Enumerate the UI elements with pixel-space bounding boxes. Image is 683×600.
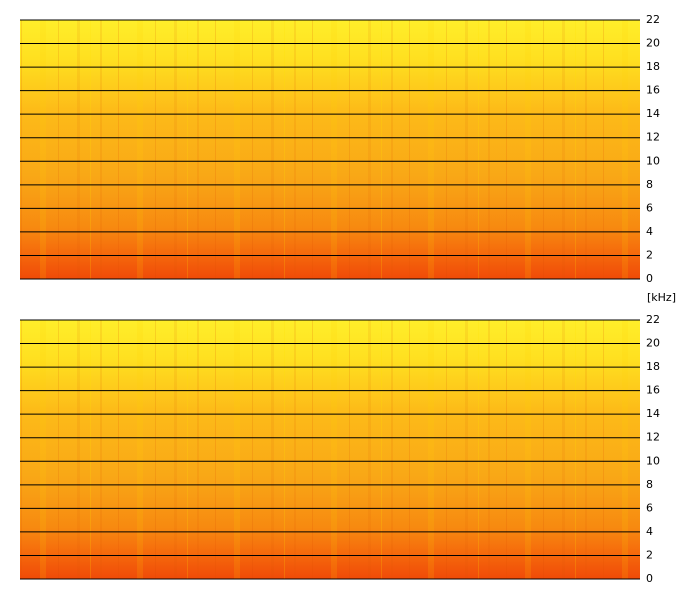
y-tick-label: 0 [646,572,653,585]
y-tick-label: 22 [646,13,660,26]
y-tick-label: 22 [646,313,660,326]
y-tick-label: 0 [646,272,653,285]
y-tick-label: 12 [646,131,660,144]
y-axis-label: [kHz] [647,291,676,304]
y-tick-label: 10 [646,154,660,167]
y-tick-label: 16 [646,384,660,397]
y-tick-label: 10 [646,454,660,467]
y-tick-label: 16 [646,84,660,97]
y-tick-label: 8 [646,178,653,191]
y-tick-label: 4 [646,225,653,238]
y-tick-label: 14 [646,407,660,420]
y-tick-label: 20 [646,37,660,50]
y-tick-label: 4 [646,525,653,538]
y-tick-label: 2 [646,548,653,561]
y-tick-label: 8 [646,478,653,491]
y-tick-label: 18 [646,60,660,73]
y-tick-label: 2 [646,248,653,261]
panels: 0 2 4 6 8 10 12 14 16 18 20 22 [kHz] 0 2 4 6 8 10 12 14 16 18 2… [20,13,676,585]
y-tick-label: 6 [646,201,653,214]
y-tick-label: 14 [646,107,660,120]
spectrogram-texture [20,320,640,579]
y-tick-label: 18 [646,360,660,373]
y-tick-label: 6 [646,501,653,514]
spectrogram-texture [20,20,640,279]
y-tick-label: 20 [646,337,660,350]
y-tick-label: 12 [646,431,660,444]
